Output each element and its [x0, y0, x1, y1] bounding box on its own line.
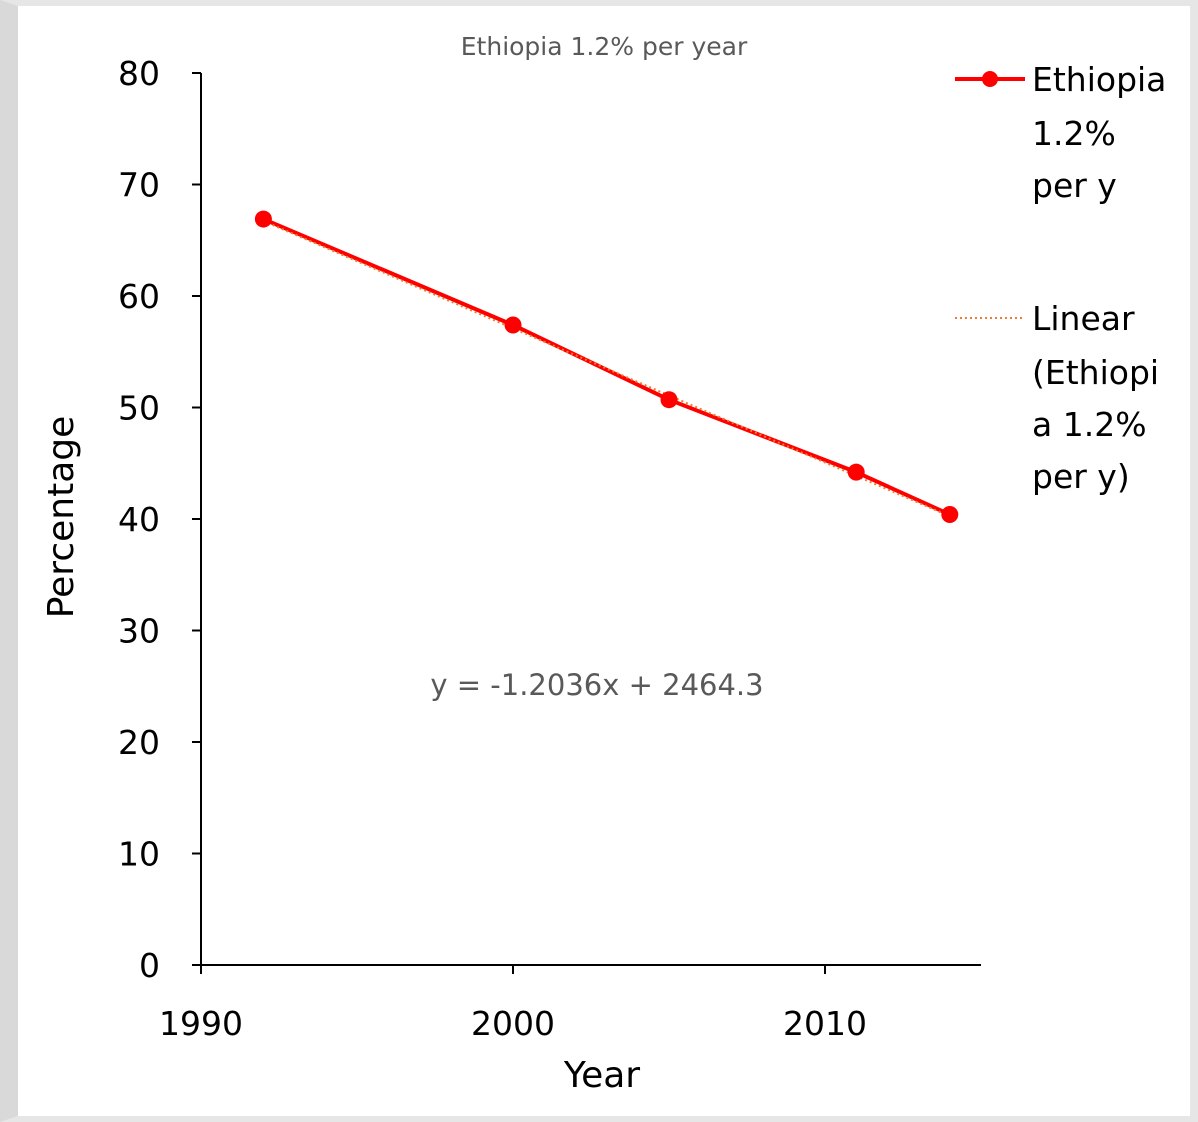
- y-tick-label: 10: [118, 835, 160, 874]
- x-ticks: 1990 2000 2010: [159, 965, 867, 1043]
- legend-trendline-label-line-1: Linear: [1032, 299, 1135, 338]
- series-line: [261, 217, 952, 517]
- x-tick-label: 1990: [159, 1004, 243, 1043]
- legend: Ethiopia 1.2% per y Linear (Ethiopi a 1.…: [955, 60, 1166, 496]
- legend-series-marker: [982, 71, 998, 87]
- y-tick-label: 50: [118, 389, 160, 428]
- chart-title: Ethiopia 1.2% per year: [461, 32, 748, 61]
- y-tick-label: 20: [118, 723, 160, 762]
- data-point-marker: [254, 210, 272, 228]
- x-tick-label: 2010: [783, 1004, 867, 1043]
- legend-trendline-label-line-2: (Ethiopi: [1032, 353, 1159, 392]
- legend-entry-trendline: Linear (Ethiopi a 1.2% per y): [955, 299, 1159, 496]
- data-point-marker: [941, 506, 959, 524]
- y-tick-label: 60: [118, 277, 160, 316]
- data-point-marker: [660, 391, 678, 409]
- legend-trendline-label-line-3: a 1.2%: [1032, 405, 1147, 444]
- trendline: [263, 220, 951, 518]
- data-point-marker: [847, 463, 865, 481]
- y-tick-label: 0: [139, 946, 160, 985]
- legend-series-label-line-2: 1.2%: [1032, 114, 1116, 153]
- trendline-equation: y = -1.2036x + 2464.3: [430, 668, 763, 702]
- plot-area: [254, 210, 959, 524]
- x-tick-label: 2000: [471, 1004, 555, 1043]
- legend-series-label-line-3: per y: [1032, 166, 1117, 205]
- y-ticks: 0 10 20 30 40 50 60 70 80: [118, 54, 201, 985]
- data-point-marker: [504, 316, 522, 334]
- y-axis-title: Percentage: [41, 416, 82, 619]
- legend-series-label-line-1: Ethiopia: [1032, 60, 1166, 99]
- axes: [200, 73, 981, 966]
- x-axis-title: Year: [563, 1055, 640, 1096]
- y-tick-label: 70: [118, 166, 160, 205]
- y-tick-label: 30: [118, 612, 160, 651]
- y-tick-label: 80: [118, 54, 160, 93]
- legend-entry-series: Ethiopia 1.2% per y: [955, 60, 1166, 205]
- y-tick-label: 40: [118, 500, 160, 539]
- legend-trendline-label-line-4: per y): [1032, 457, 1130, 496]
